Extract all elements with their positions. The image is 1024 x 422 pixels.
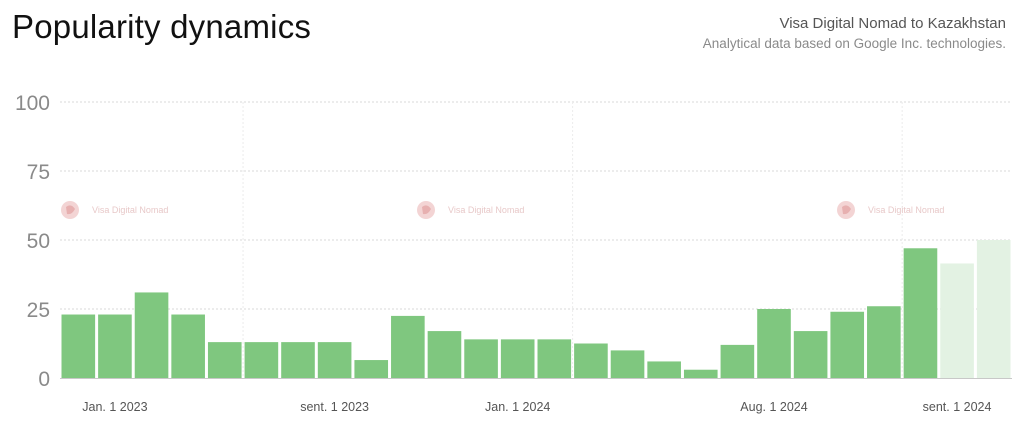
bar [720, 344, 755, 378]
source-note: Analytical data based on Google Inc. tec… [702, 36, 1006, 51]
bar [610, 350, 645, 378]
watermark-text: Visa Digital Nomad [448, 205, 524, 215]
chart-title: Popularity dynamics [12, 8, 312, 45]
x-tick-label: Jan. 1 2024 [485, 400, 550, 414]
bar-projected [940, 263, 974, 378]
watermark: Visa Digital Nomad [417, 201, 524, 219]
bar [134, 292, 169, 378]
x-axis: Jan. 1 2023 sent. 1 2023 Jan. 1 2024 Aug. 1… [82, 400, 991, 414]
x-tick-label: sent. 1 2023 [300, 400, 369, 414]
chart-subtitle: Visa Digital Nomad to Kazakhstan [779, 15, 1006, 32]
bars [61, 240, 1011, 378]
bar [867, 306, 901, 378]
y-tick-label: 25 [27, 299, 50, 322]
bar [391, 315, 425, 378]
bar [354, 360, 389, 378]
logo-mark [66, 205, 75, 215]
y-tick-label: 75 [27, 161, 50, 184]
x-tick-label: Aug. 1 2024 [740, 400, 807, 414]
header-meta: Visa Digital Nomad to Kazakhstan Analyti… [703, 14, 1006, 54]
watermark: Visa Digital Nomad [837, 201, 944, 219]
watermark-text: Visa Digital Nomad [868, 205, 944, 215]
watermark: Visa Digital Nomad [61, 201, 168, 219]
watermarks: Visa Digital Nomad Visa Digital Nomad Visa… [61, 201, 944, 219]
bar [317, 342, 352, 378]
bar [464, 339, 498, 378]
bar [574, 343, 608, 378]
bar [207, 342, 242, 378]
y-axis: 0 25 50 75 100 [15, 92, 50, 391]
y-tick-label: 50 [27, 230, 50, 253]
bar [683, 369, 718, 378]
bar [793, 331, 828, 378]
bar [244, 342, 279, 378]
gridlines [60, 101, 1012, 379]
bar [757, 309, 791, 378]
y-tick-label: 0 [38, 368, 50, 391]
bar [500, 339, 535, 378]
bar [830, 311, 865, 378]
bar [98, 314, 132, 378]
bar [537, 339, 572, 378]
x-tick-label: sent. 1 2024 [923, 400, 992, 414]
logo-mark [422, 205, 431, 215]
bar [171, 314, 205, 378]
logo-mark [842, 205, 851, 215]
bar [903, 248, 938, 378]
bar-projected [976, 240, 1011, 378]
bar [281, 342, 315, 378]
bar [427, 331, 462, 378]
bar [61, 314, 96, 378]
x-tick-label: Jan. 1 2023 [82, 400, 147, 414]
y-tick-label: 100 [15, 92, 50, 115]
watermark-text: Visa Digital Nomad [92, 205, 168, 215]
bar [647, 361, 681, 378]
